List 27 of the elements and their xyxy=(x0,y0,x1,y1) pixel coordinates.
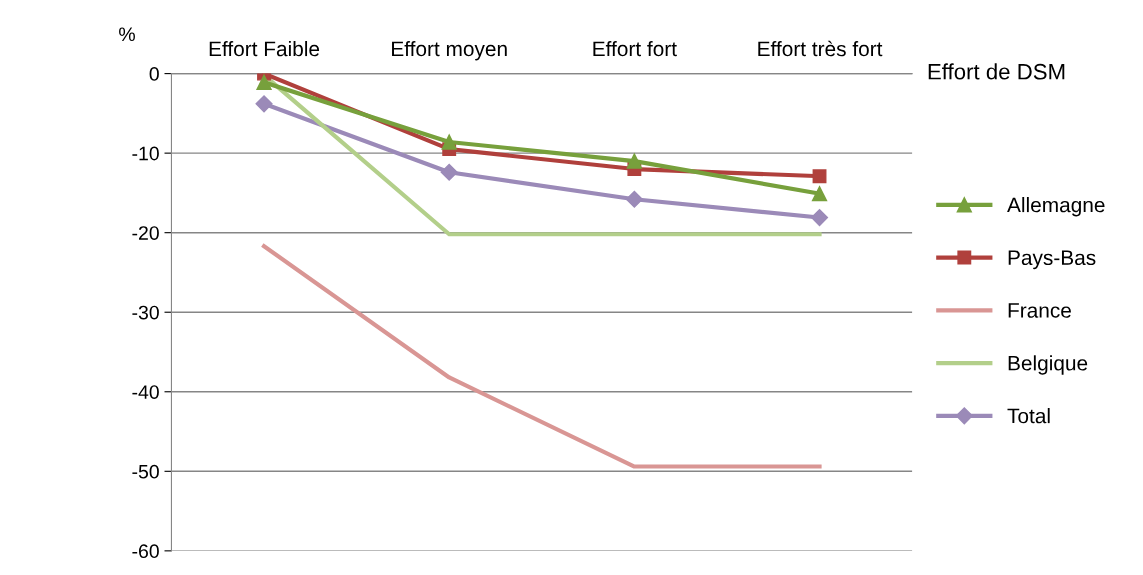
point xyxy=(811,186,828,202)
point xyxy=(441,134,457,150)
y-tick-label: -10 xyxy=(132,146,159,161)
y-tick-label: -20 xyxy=(132,226,159,240)
x-tick-label: Effort très fort xyxy=(758,40,883,57)
x-tick-label: Effort moyen xyxy=(392,41,507,61)
legend-label: Total xyxy=(1007,408,1050,424)
point xyxy=(812,169,827,184)
point xyxy=(626,153,643,169)
y-tick-label: -50 xyxy=(132,464,159,479)
y-tick-label: 0 xyxy=(149,67,159,81)
point xyxy=(625,190,643,208)
point xyxy=(255,95,273,113)
x-axis-title: Effort de DSM xyxy=(928,63,1065,80)
legend-label: Allemagne xyxy=(1007,197,1105,217)
x-tick-label: Effort Faible xyxy=(209,40,320,57)
y-axis-title: % xyxy=(119,27,135,42)
legend-label: Pays-Bas xyxy=(1008,250,1096,270)
point xyxy=(256,74,272,90)
legend-label: Belgique xyxy=(1008,355,1088,375)
point xyxy=(810,209,829,227)
y-tick-label: -40 xyxy=(132,385,159,399)
legend-label: France xyxy=(1008,303,1071,318)
point xyxy=(440,163,458,181)
x-tick-label: Effort fort xyxy=(593,41,677,57)
y-tick-label: -60 xyxy=(132,544,159,559)
y-tick-label: -30 xyxy=(132,305,159,320)
